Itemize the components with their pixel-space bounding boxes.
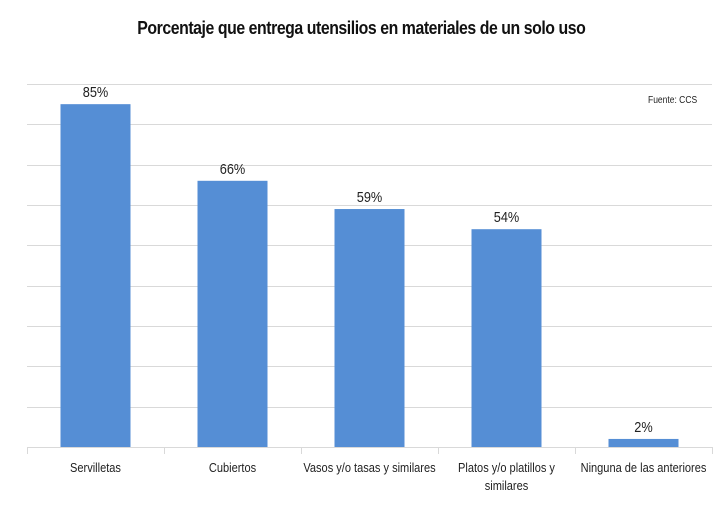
- bar: [60, 104, 131, 448]
- x-tick-label: Vasos y/o tasas y similares: [303, 460, 435, 475]
- data-label: 66%: [220, 160, 246, 177]
- x-tick-label: Ninguna de las anteriores: [581, 460, 707, 475]
- data-label: 85%: [83, 83, 109, 100]
- x-tick-label: similares: [485, 478, 529, 493]
- x-tick-label: Cubiertos: [209, 460, 256, 475]
- x-tick-label: Platos y/o platillos y: [458, 460, 555, 475]
- bar: [471, 229, 542, 447]
- x-tick-label: Servilletas: [70, 460, 121, 475]
- data-label: 59%: [357, 188, 383, 205]
- data-label: 54%: [494, 208, 520, 225]
- bar: [334, 209, 405, 447]
- bar: [197, 180, 268, 448]
- source-note: Fuente: CCS: [648, 95, 698, 106]
- chart-title: Porcentaje que entrega utensilios en mat…: [137, 18, 586, 38]
- data-label: 2%: [634, 418, 652, 435]
- bar: [608, 438, 679, 447]
